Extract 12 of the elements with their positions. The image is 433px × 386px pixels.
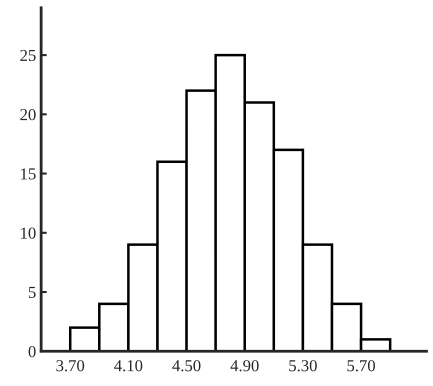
x-tick-label: 5.30	[289, 360, 317, 372]
y-tick-label: 20	[20, 109, 36, 120]
y-tick-label: 0	[28, 346, 36, 358]
y-tick-label: 10	[21, 227, 36, 239]
y-tick-label: 5	[28, 286, 36, 298]
x-tick-label: 4.10	[114, 360, 142, 372]
y-tick-label: 15	[21, 168, 36, 180]
x-tick-label: 3.70	[56, 360, 84, 372]
y-tick-label: 25	[20, 50, 36, 62]
x-tick-label: 4.90	[230, 360, 259, 372]
x-tick-label: 5.70	[347, 360, 376, 372]
x-tick-label: 4.50	[172, 360, 201, 372]
